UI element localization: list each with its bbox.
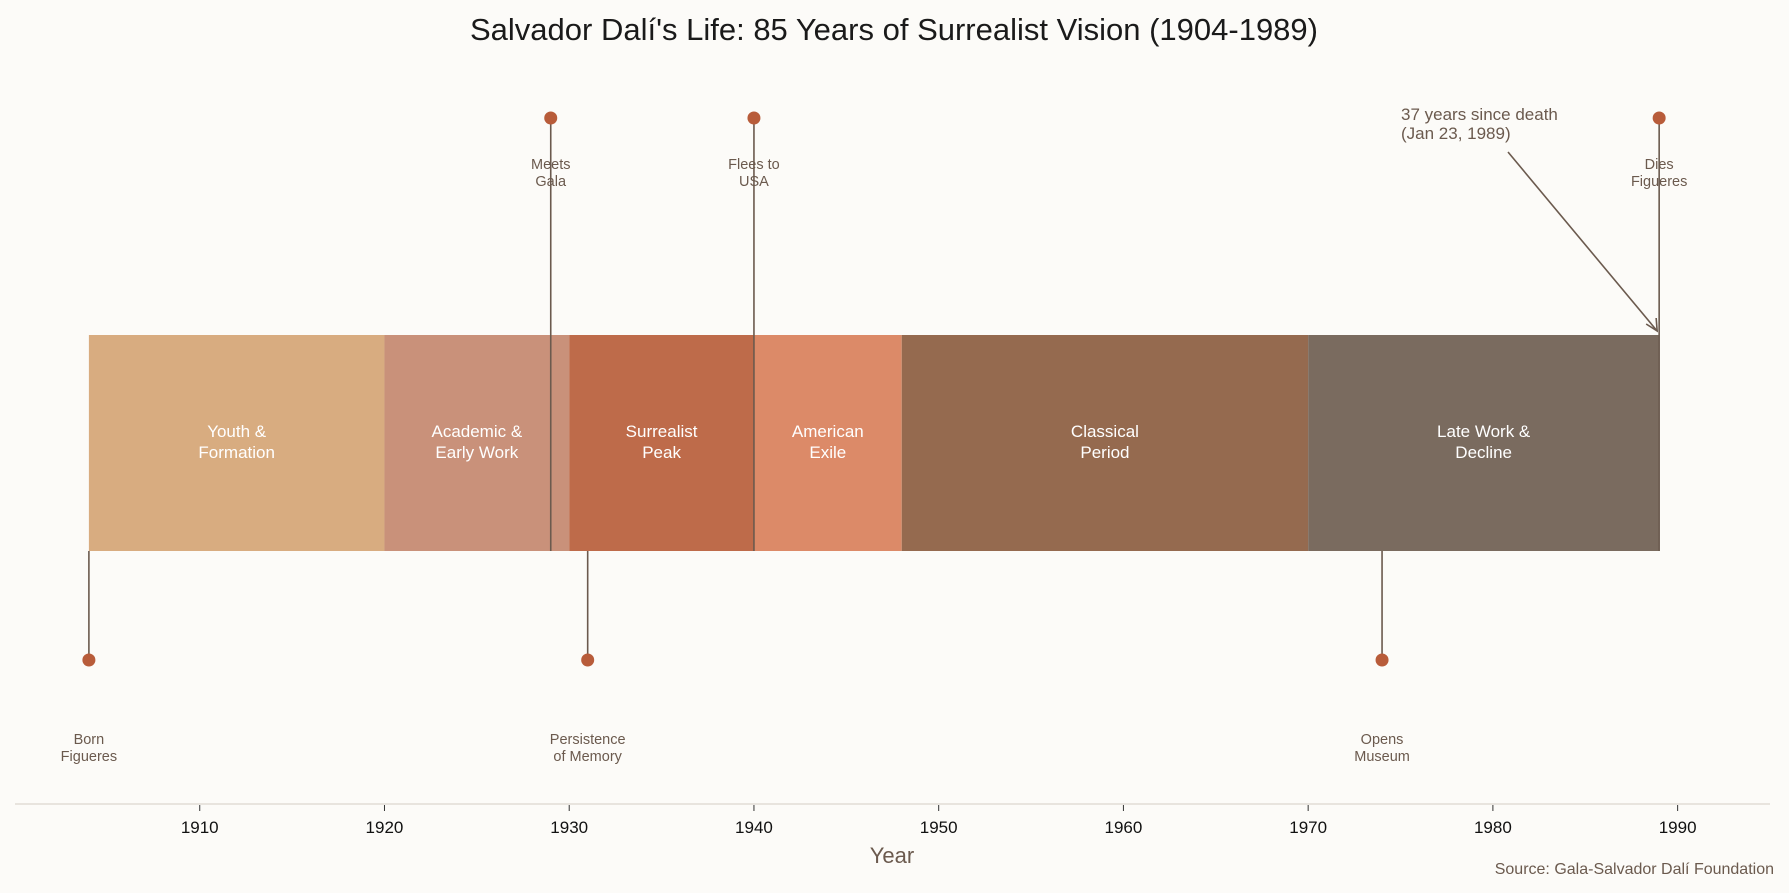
x-tick-label: 1930 [550,818,588,837]
event-marker [544,111,558,125]
event-label: Born Figueres [61,732,117,765]
x-tick-label: 1970 [1289,818,1327,837]
event-marker [1375,653,1389,667]
period-bar [753,335,902,551]
event-marker [1652,111,1666,125]
period-bar [569,335,754,551]
x-tick-label: 1940 [735,818,773,837]
period-bar [901,335,1309,551]
x-tick-label: 1920 [366,818,404,837]
event-label: Persistence of Memory [550,732,626,765]
x-tick-label: 1960 [1105,818,1143,837]
period-label: American Exile [792,422,864,462]
x-tick-label: 1990 [1659,818,1697,837]
annotation-text: 37 years since death (Jan 23, 1989) [1401,105,1558,143]
event-marker [581,653,595,667]
event-label: Meets Gala [531,157,571,190]
arrowhead-icon [1645,317,1659,333]
chart-title: Salvador Dalí's Life: 85 Years of Surrea… [470,12,1318,47]
x-tick-label: 1950 [920,818,958,837]
period-label: Classical Period [1071,422,1139,462]
x-axis-label: Year [870,843,914,868]
source-note: Source: Gala-Salvador Dalí Foundation [1495,861,1774,878]
x-tick-label: 1910 [181,818,219,837]
period-label: Surrealist Peak [626,422,698,462]
period-bar [1308,335,1660,551]
event-marker [82,653,96,667]
event-label: Opens Museum [1354,732,1410,765]
x-tick-label: 1980 [1474,818,1512,837]
event-label: Flees to USA [728,157,780,190]
period-label: Youth & Formation [198,422,275,462]
period-bar [384,335,570,551]
annotation-arrow [1507,151,1658,332]
event-marker [747,111,761,125]
period-label: Academic & Early Work [431,422,522,462]
period-label: Late Work & Decline [1437,422,1531,462]
event-label: Dies Figueres [1631,157,1687,190]
period-bar [88,335,385,551]
